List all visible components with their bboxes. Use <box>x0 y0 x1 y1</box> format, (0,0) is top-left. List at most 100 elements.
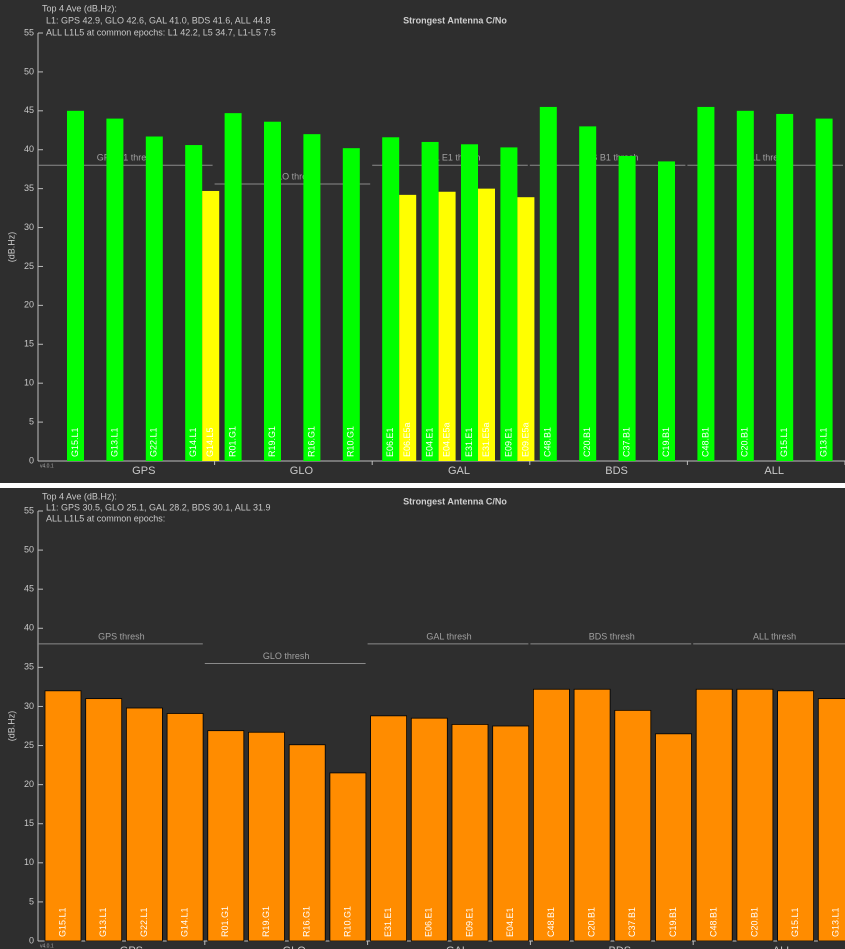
bar <box>573 688 611 942</box>
y-tick-label: 25 <box>24 261 34 271</box>
bar <box>106 118 124 461</box>
bar-label: C37.B1 <box>627 907 637 937</box>
y-tick-label: 5 <box>29 416 34 426</box>
bar <box>342 148 360 462</box>
bar-label: E06.E1 <box>424 907 434 937</box>
bar-label: G22.L1 <box>149 427 159 457</box>
bar-label: E06.E5a <box>402 422 412 457</box>
threshold-label: ALL thresh <box>753 631 796 641</box>
threshold-label: GPS thresh <box>98 631 145 641</box>
bar <box>736 110 754 462</box>
bar <box>166 713 204 942</box>
bar <box>517 197 535 462</box>
bar-label: C20.B1 <box>749 907 759 937</box>
bar-label: R01.G1 <box>220 906 230 937</box>
y-tick-label: 30 <box>24 222 34 232</box>
bar-label: G22.L1 <box>139 907 149 937</box>
chart-panel: Top 4 Ave (dB.Hz): L1: GPS 42.9, GLO 42.6… <box>0 0 845 483</box>
bar <box>264 121 281 461</box>
bar <box>329 772 367 942</box>
bar-label: C48.B1 <box>546 907 556 937</box>
bar <box>145 136 163 462</box>
bar-label: G13.L1 <box>818 427 828 457</box>
bar-label: G14.L1 <box>188 427 198 457</box>
group-label: ALL <box>764 465 784 477</box>
bar <box>370 715 408 942</box>
group-label: BDS <box>605 465 628 477</box>
bar-label: C48.B1 <box>700 427 710 457</box>
annotation: ALL L1L5 at common epochs: <box>46 513 165 523</box>
bar <box>85 698 123 942</box>
threshold-label: GPS L1 thresh <box>97 153 156 163</box>
bar <box>67 110 84 462</box>
annotation: L1: GPS 42.9, GLO 42.6, GAL 41.0, BDS 41… <box>46 15 270 25</box>
y-tick-label: 45 <box>24 584 34 594</box>
bar-label: R19.G1 <box>261 906 271 937</box>
bar-label: C48.B1 <box>543 427 553 457</box>
bar-label: R01.G1 <box>227 426 237 457</box>
y-tick-label: 35 <box>24 183 34 193</box>
bar-label: E09.E5a <box>520 422 530 457</box>
y-tick-label: 20 <box>24 779 34 789</box>
bar-label: C20.B1 <box>582 427 592 457</box>
chart-title: Strongest Antenna C/No <box>403 15 507 25</box>
bar <box>438 191 456 461</box>
y-tick-label: 55 <box>24 505 34 515</box>
threshold-label: BDS thresh <box>589 631 635 641</box>
bar <box>697 106 715 461</box>
bar <box>655 733 692 942</box>
y-tick-label: 20 <box>24 300 34 310</box>
bar <box>579 126 597 461</box>
threshold-label: GLO thresh <box>270 171 317 181</box>
bar-label: G14.L1 <box>179 907 189 937</box>
y-tick-label: 15 <box>24 339 34 349</box>
bar-label: R10.G1 <box>342 906 352 937</box>
bar-label: E31.E5a <box>481 422 491 457</box>
bar <box>461 144 478 461</box>
y-axis-label: (dB.Hz) <box>6 232 16 263</box>
threshold-label: ALL thresh <box>745 153 788 163</box>
y-tick-label: 40 <box>24 623 34 633</box>
group-label: GAL <box>448 465 470 477</box>
version-label: v4.0.1 <box>40 943 54 949</box>
bar-label: R19.G1 <box>267 426 277 457</box>
bar <box>618 155 636 461</box>
bar-label: G15.L1 <box>790 907 800 937</box>
y-tick-label: 10 <box>24 378 34 388</box>
bar <box>736 688 774 942</box>
annotation: Top 4 Ave (dB.Hz): <box>42 491 117 501</box>
chart-panel: Top 4 Ave (dB.Hz):L1: GPS 30.5, GLO 25.1… <box>0 488 845 949</box>
bar-label: C19.B1 <box>668 907 678 937</box>
y-tick-label: 50 <box>24 66 34 76</box>
group-label: GLO <box>283 945 307 949</box>
bar <box>539 106 557 461</box>
bar-label: C19.B1 <box>661 427 671 457</box>
bar-label: R16.G1 <box>302 906 312 937</box>
bar <box>817 698 845 942</box>
bar-label: E09.E1 <box>503 427 513 457</box>
bar <box>410 717 448 942</box>
threshold-label: GAL E1 thresh <box>422 153 481 163</box>
y-axis-label: (dB.Hz) <box>6 711 16 742</box>
bar <box>500 147 518 461</box>
bar <box>776 113 794 461</box>
y-tick-label: 45 <box>24 105 34 115</box>
y-tick-label: 50 <box>24 544 34 554</box>
bar <box>382 137 400 461</box>
bar <box>126 707 163 942</box>
bar <box>207 730 245 942</box>
bar <box>202 190 220 462</box>
bar-label: G13.L1 <box>109 427 119 457</box>
y-tick-label: 40 <box>24 144 34 154</box>
bar <box>224 113 242 462</box>
bar-label: R16.G1 <box>306 426 316 457</box>
y-tick-label: 35 <box>24 662 34 672</box>
bar-label: E09.E1 <box>464 907 474 937</box>
y-tick-label: 10 <box>24 857 34 867</box>
annotation: ALL L1L5 at common epochs: L1 42.2, L5 3… <box>46 27 276 37</box>
bar <box>777 690 814 942</box>
threshold-label: BDS B1 thresh <box>579 153 639 163</box>
group-label: GAL <box>446 945 468 949</box>
y-tick-label: 0 <box>29 935 34 945</box>
